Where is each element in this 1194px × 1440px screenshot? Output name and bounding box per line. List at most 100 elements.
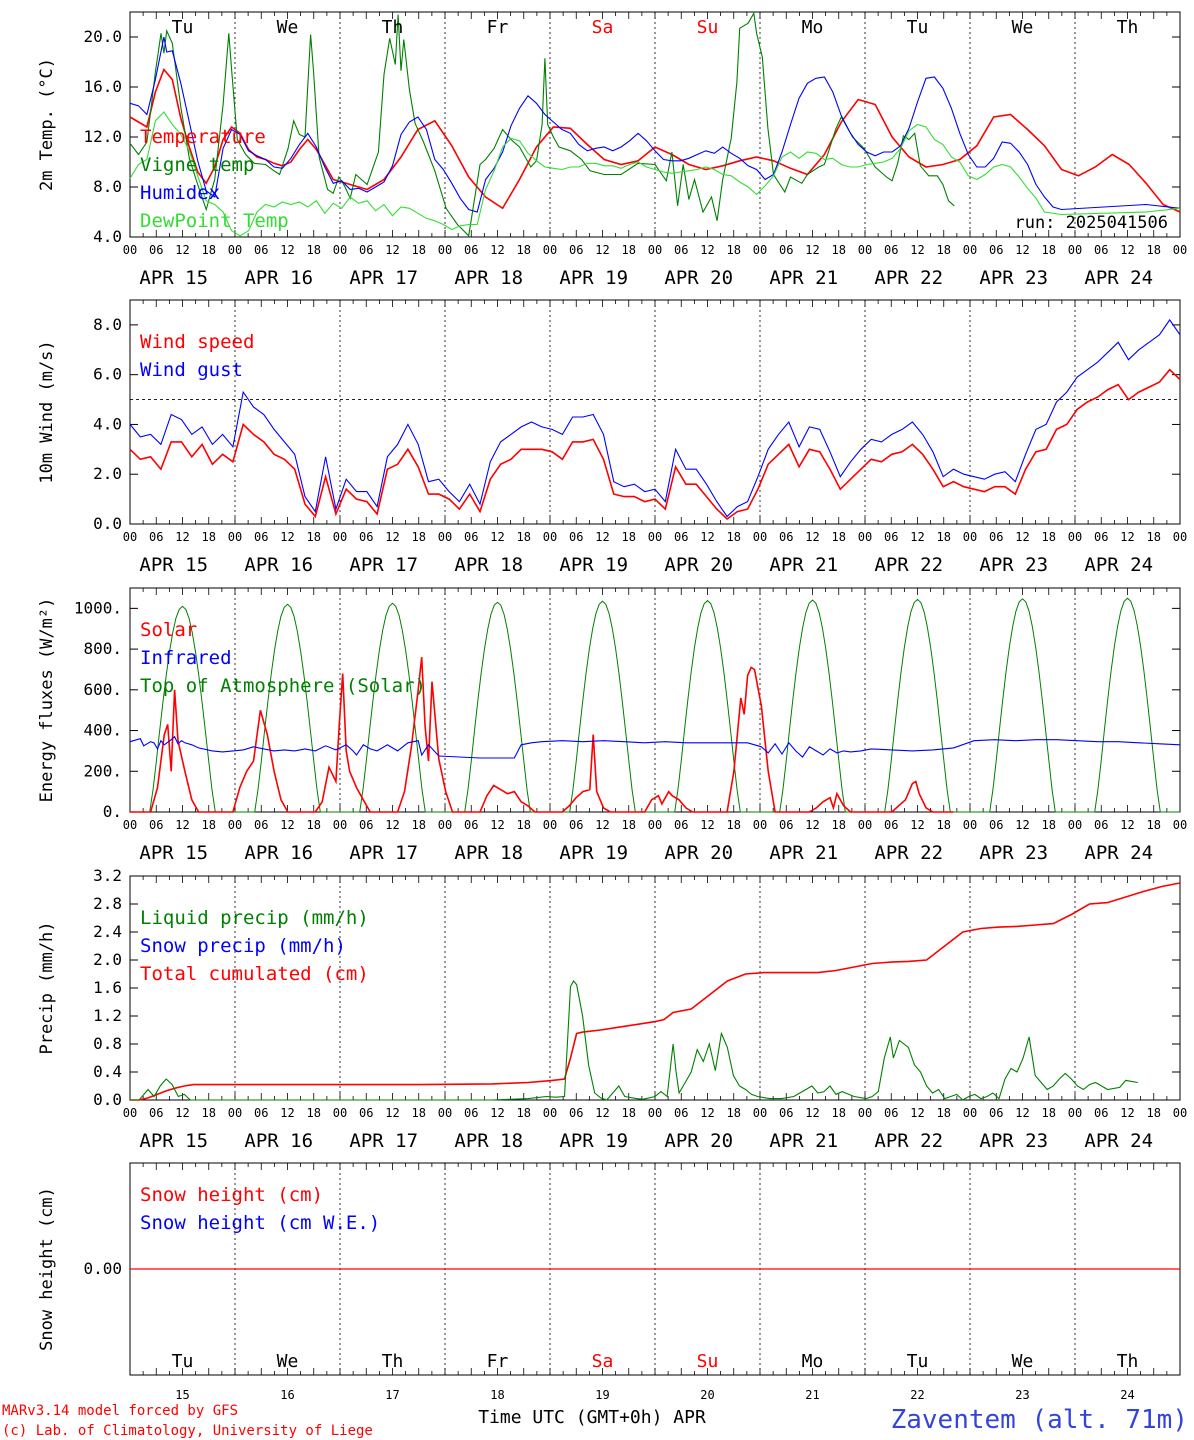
y-tick-label: 0.0: [93, 514, 122, 533]
legend-entry: Snow height (cm): [140, 1184, 323, 1206]
y-tick-label: 3.2: [93, 866, 122, 885]
hour-tick-label: 06: [149, 530, 163, 544]
day-number-label: 22: [910, 1388, 924, 1402]
hour-tick-label: 00: [963, 530, 977, 544]
hour-tick-label: 12: [910, 818, 924, 832]
hour-tick-label: 12: [385, 1106, 399, 1120]
model-credit: MARv3.14 model forced by GFS: [2, 1403, 238, 1419]
hour-tick-label: 18: [202, 243, 216, 257]
hour-tick-label: 18: [622, 243, 636, 257]
date-label: APR 21: [769, 554, 838, 576]
hour-tick-label: 00: [753, 818, 767, 832]
date-label: APR 23: [979, 554, 1048, 576]
y-tick-label: 8.0: [93, 315, 122, 334]
y-tick-label: 4.0: [93, 414, 122, 433]
legend-entry: Wind gust: [140, 359, 243, 381]
date-label: APR 23: [979, 1130, 1048, 1152]
y-tick-label: 1.2: [93, 1006, 122, 1025]
hour-tick-label: 00: [438, 530, 452, 544]
hour-tick-label: 12: [490, 818, 504, 832]
weekday-label: Su: [697, 1351, 719, 1372]
hour-tick-label: 00: [1173, 1106, 1187, 1120]
day-number-label: 23: [1015, 1388, 1029, 1402]
series-line: [129, 36, 1181, 213]
hour-tick-label: 06: [464, 1106, 478, 1120]
hour-tick-label: 12: [1120, 243, 1134, 257]
day-number-label: 16: [280, 1388, 294, 1402]
weekday-label: We: [1012, 1351, 1034, 1372]
hour-tick-label: 06: [149, 243, 163, 257]
hour-tick-label: 06: [254, 243, 268, 257]
date-label: APR 20: [664, 842, 733, 864]
hour-tick-label: 18: [412, 243, 426, 257]
weekday-label: We: [1012, 17, 1034, 38]
hour-tick-label: 00: [1068, 818, 1082, 832]
panel-1: 4.0 8.0 12.0 16.0 20.0 2m Temp. (°C) Temperatu…: [37, 11, 1187, 289]
y-tick-label: 2.0: [93, 950, 122, 969]
hour-tick-label: 18: [1147, 818, 1161, 832]
hour-tick-label: 06: [674, 530, 688, 544]
y-tick-label: 2.4: [93, 922, 122, 941]
hour-tick-label: 06: [1094, 1106, 1108, 1120]
hour-tick-label: 00: [333, 243, 347, 257]
y-tick-label: 1000.: [74, 598, 122, 617]
date-label: APR 17: [349, 267, 418, 289]
date-label: APR 23: [979, 267, 1048, 289]
hour-tick-label: 18: [832, 1106, 846, 1120]
hour-tick-label: 06: [779, 530, 793, 544]
hour-tick-label: 12: [805, 818, 819, 832]
day-number-label: 19: [595, 1388, 609, 1402]
date-label: APR 18: [454, 1130, 523, 1152]
hour-tick-label: 06: [149, 818, 163, 832]
day-number-label: 15: [175, 1388, 189, 1402]
hour-tick-label: 00: [753, 530, 767, 544]
date-label: APR 22: [874, 1130, 943, 1152]
hour-tick-label: 00: [648, 530, 662, 544]
weekday-label: Th: [1117, 17, 1139, 38]
weekday-label: Tu: [907, 17, 929, 38]
hour-tick-label: 18: [937, 243, 951, 257]
hour-tick-label: 06: [569, 243, 583, 257]
date-label: APR 22: [874, 842, 943, 864]
hour-tick-label: 06: [569, 818, 583, 832]
hour-tick-label: 12: [1120, 1106, 1134, 1120]
legend-entry: Vigne temp: [140, 154, 254, 176]
hour-tick-label: 12: [700, 1106, 714, 1120]
hour-tick-label: 00: [123, 530, 137, 544]
date-label: APR 24: [1084, 1130, 1153, 1152]
hour-tick-label: 18: [307, 530, 321, 544]
legend-entry: DewPoint Temp: [140, 210, 289, 232]
hour-tick-label: 12: [385, 818, 399, 832]
date-label: APR 24: [1084, 842, 1153, 864]
hour-tick-label: 00: [1068, 1106, 1082, 1120]
hour-tick-label: 06: [884, 1106, 898, 1120]
hour-tick-label: 06: [149, 1106, 163, 1120]
series-line: [129, 318, 1181, 518]
hour-tick-label: 18: [1147, 243, 1161, 257]
hour-tick-label: 18: [202, 818, 216, 832]
series-line: [130, 980, 1138, 1101]
hour-tick-label: 12: [595, 1106, 609, 1120]
weekday-label: Fr: [487, 17, 509, 38]
hour-tick-label: 06: [674, 818, 688, 832]
hour-tick-label: 00: [228, 243, 242, 257]
hour-tick-label: 12: [595, 243, 609, 257]
hour-tick-label: 18: [412, 818, 426, 832]
hour-tick-label: 18: [937, 818, 951, 832]
date-label: APR 16: [244, 267, 313, 289]
weekday-label: We: [277, 17, 299, 38]
hour-tick-label: 12: [1120, 818, 1134, 832]
series-line: [129, 111, 1181, 237]
hour-tick-label: 06: [779, 1106, 793, 1120]
day-number-label: 17: [385, 1388, 399, 1402]
hour-tick-label: 12: [805, 1106, 819, 1120]
series-line: [130, 882, 1181, 1101]
hour-tick-label: 06: [569, 530, 583, 544]
hour-tick-label: 06: [779, 243, 793, 257]
hour-tick-label: 00: [333, 1106, 347, 1120]
y-tick-label: 600.: [83, 680, 122, 699]
hour-tick-label: 00: [438, 243, 452, 257]
hour-tick-label: 00: [543, 818, 557, 832]
hour-tick-label: 12: [175, 243, 189, 257]
hour-tick-label: 00: [753, 243, 767, 257]
